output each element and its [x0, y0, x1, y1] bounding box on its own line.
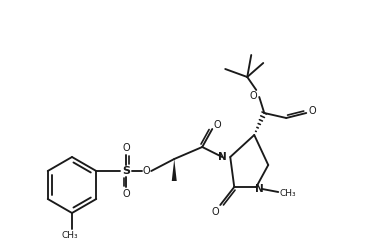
Polygon shape: [172, 159, 177, 181]
Text: N: N: [255, 184, 264, 194]
Text: CH₃: CH₃: [280, 188, 296, 198]
Text: O: O: [214, 120, 221, 130]
Text: O: O: [122, 189, 130, 199]
Text: O: O: [250, 91, 257, 101]
Text: N: N: [218, 152, 227, 162]
Text: CH₃: CH₃: [62, 232, 78, 240]
Text: O: O: [122, 143, 130, 153]
Text: O: O: [142, 166, 150, 176]
Text: S: S: [122, 166, 130, 176]
Text: O: O: [211, 207, 219, 217]
Text: O: O: [308, 106, 316, 116]
